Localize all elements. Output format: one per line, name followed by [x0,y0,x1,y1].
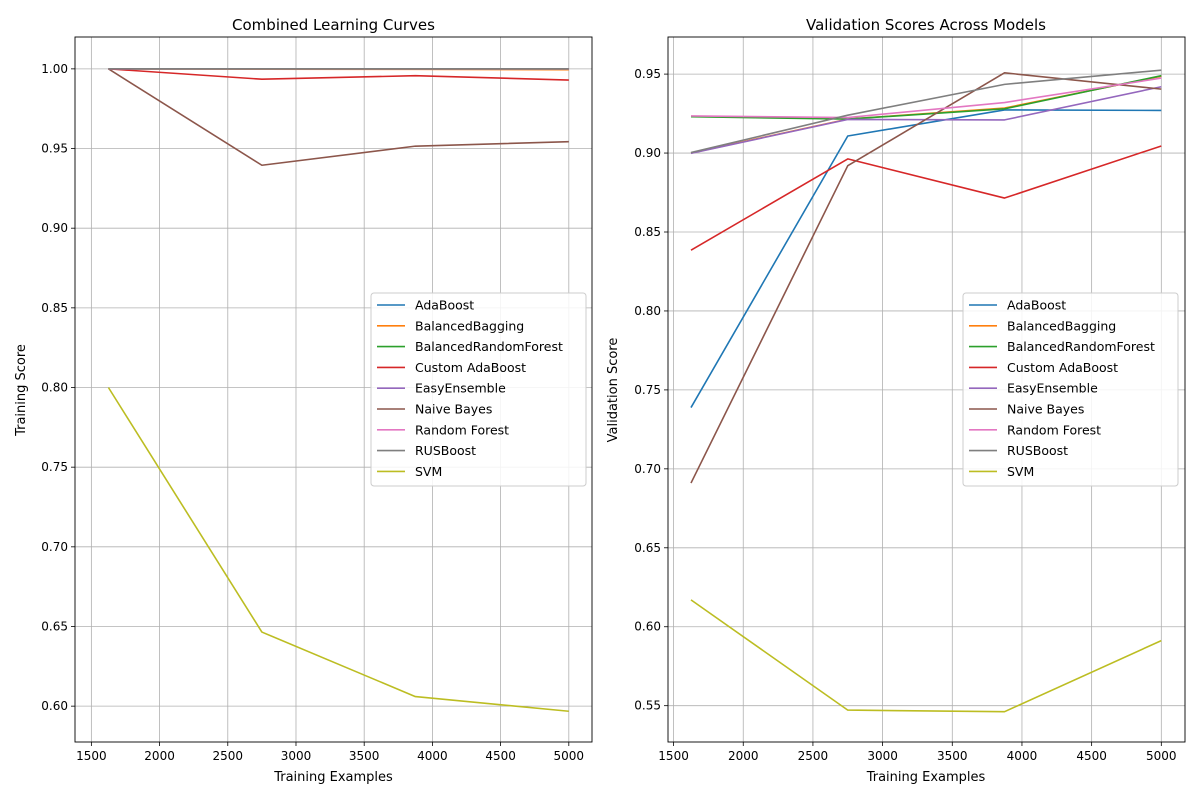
x-tick-label: 4500 [1076,749,1107,763]
legend-label: Custom AdaBoost [415,360,526,375]
series-lines [690,69,1162,713]
x-tick-label: 3500 [937,749,968,763]
legend-label: RUSBoost [415,443,476,458]
legend-label: Naive Bayes [1007,402,1084,417]
validation-score-chart: Validation Scores Across Models Training… [606,16,1186,785]
legend-label: EasyEnsemble [415,381,506,396]
legend-label: BalancedBagging [1007,318,1116,333]
legend-label: Naive Bayes [415,402,492,417]
y-tick-label: 1.00 [41,62,68,76]
y-tick-label: 0.85 [634,225,661,239]
x-tick-label: 3000 [867,749,898,763]
y-tick-label: 0.65 [634,541,661,555]
y-tick-label: 0.65 [41,619,68,633]
x-tick-label: 5000 [1146,749,1177,763]
x-tick-label: 2500 [798,749,829,763]
legend-label: Random Forest [415,422,509,437]
x-tick-label: 5000 [554,749,585,763]
series-line-balancedrandomforest [690,74,1162,120]
legend-label: SVM [415,464,442,479]
series-line-svm [107,387,569,713]
x-axis-label: Training Examples [273,770,393,785]
series-line-svm [690,599,1162,713]
legend-label: AdaBoost [415,298,474,313]
legend-box [370,292,587,487]
legend-label: BalancedRandomForest [1007,339,1155,354]
y-tick-label: 0.85 [41,301,68,315]
y-axis-label: Validation Score [606,338,621,443]
y-tick-label: 0.55 [634,699,661,713]
y-tick-label: 0.90 [634,146,661,160]
y-tick-label: 0.60 [41,699,68,713]
legend: AdaBoost BalancedBagging BalancedRandomFor… [370,292,587,487]
series-lines [107,68,569,713]
legend-label: AdaBoost [1007,298,1066,313]
training-score-chart: Combined Learning Curves Training Exampl… [14,16,593,785]
x-tick-label: 1500 [76,749,107,763]
series-line-naive-bayes [690,72,1162,484]
legend-label: RUSBoost [1007,443,1068,458]
x-tick-label: 4000 [417,749,448,763]
legend-label: Random Forest [1007,422,1101,437]
x-tick-label: 4500 [485,749,516,763]
y-tick-label: 0.75 [41,460,68,474]
legend-label: BalancedBagging [415,318,524,333]
x-tick-label: 2000 [144,749,175,763]
x-axis-label: Training Examples [866,770,986,785]
series-line-naive-bayes [107,68,569,167]
x-tick-label: 2000 [728,749,759,763]
y-tick-label: 0.70 [634,462,661,476]
legend-label: EasyEnsemble [1007,381,1098,396]
y-tick-label: 0.60 [634,620,661,634]
series-line-custom-adaboost [690,145,1162,251]
plot-frame [74,36,593,743]
x-tick-label: 3500 [349,749,380,763]
series-line-random-forest [690,77,1162,119]
series-line-custom-adaboost [108,68,569,81]
y-tick-label: 0.95 [634,67,661,81]
y-tick-label: 0.90 [41,221,68,235]
plot-frame [667,36,1186,743]
x-tick-label: 3000 [281,749,312,763]
x-tick-label: 4000 [1007,749,1038,763]
y-tick-label: 0.80 [41,381,68,395]
legend-label: SVM [1007,464,1034,479]
series-line-adaboost [690,109,1162,408]
y-axis-label: Training Score [14,344,29,437]
x-tick-label: 1500 [658,749,689,763]
legend-label: BalancedRandomForest [415,339,563,354]
y-tick-label: 0.75 [634,383,661,397]
legend: AdaBoost BalancedBagging BalancedRandomFor… [962,292,1179,487]
chart-title: Combined Learning Curves [232,16,435,34]
legend-box [962,292,1179,487]
legend-label: Custom AdaBoost [1007,360,1118,375]
y-tick-label: 0.70 [41,540,68,554]
y-tick-label: 0.95 [41,142,68,156]
x-tick-label: 2500 [213,749,244,763]
y-tick-label: 0.80 [634,304,661,318]
chart-title: Validation Scores Across Models [806,16,1046,34]
series-line-rusboost [690,69,1162,154]
